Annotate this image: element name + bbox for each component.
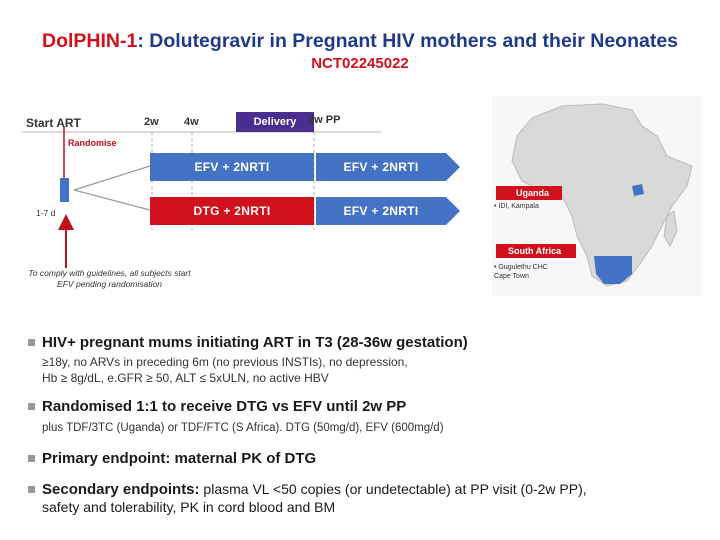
randomisation-note: To comply with guidelines, all subjects … bbox=[28, 268, 191, 289]
uganda-highlight bbox=[632, 184, 644, 196]
arm2-pre-delivery: DTG + 2NRTI bbox=[150, 197, 314, 225]
time-4w-label: 4w bbox=[184, 116, 199, 128]
africa-map: Uganda • IDI, Kampala South Africa • Gug… bbox=[492, 96, 702, 296]
uganda-site-text: IDI, Kampala bbox=[498, 203, 539, 210]
title-acronym: DolPHIN-1 bbox=[41, 30, 138, 52]
start-art-label: Start ART bbox=[26, 116, 81, 130]
bullet-secondary-head: Secondary endpoints: bbox=[42, 481, 200, 498]
sa-site1: Gugulethu CHC bbox=[498, 264, 548, 271]
diagram-lines bbox=[22, 126, 382, 268]
arm-efv: EFV + 2NRTI EFV + 2NRTI bbox=[150, 153, 460, 181]
branch-down bbox=[73, 189, 151, 211]
days-label: 1-7 d bbox=[36, 208, 56, 218]
delivery-box: Delivery bbox=[236, 112, 314, 132]
title-rest: Dolutegravir in Pregnant HIV mothers and… bbox=[143, 30, 679, 52]
bullet-primary-head: Primary endpoint: maternal PK of DTG bbox=[42, 450, 317, 467]
bullet-square bbox=[28, 486, 35, 493]
slide-title: DolPHIN-1: Dolutegravir in Pregnant HIV … bbox=[0, 30, 720, 53]
branch-up bbox=[73, 165, 151, 191]
bullet-square bbox=[28, 403, 35, 410]
bullet-square bbox=[28, 339, 35, 346]
bullet-primary-endpoint: Primary endpoint: maternal PK of DTG bbox=[28, 450, 316, 467]
south-africa-highlight bbox=[594, 256, 632, 284]
bullet-square bbox=[28, 455, 35, 462]
arm2-post-delivery: EFV + 2NRTI bbox=[316, 197, 446, 225]
bullet-secondary-line2: safety and tolerability, PK in cord bloo… bbox=[42, 499, 336, 515]
bullet-population-line2: Hb ≥ 8g/dL, e.GFR ≥ 50, ALT ≤ 5xULN, no … bbox=[42, 371, 329, 385]
arm-dtg: DTG + 2NRTI EFV + 2NRTI bbox=[150, 197, 460, 225]
bullet-randomisation-head: Randomised 1:1 to receive DTG vs EFV unt… bbox=[42, 398, 407, 415]
south-africa-label: South Africa bbox=[496, 244, 576, 258]
trial-id: NCT02245022 bbox=[311, 55, 409, 72]
bullet-population: HIV+ pregnant mums initiating ART in T3 … bbox=[28, 334, 468, 386]
bullet-randomisation-line1: plus TDF/3TC (Uganda) or TDF/FTC (S Afri… bbox=[42, 422, 444, 434]
arm1-pre-delivery: EFV + 2NRTI bbox=[150, 153, 314, 181]
arm2-arrow-head bbox=[446, 197, 460, 225]
study-design-diagram: Start ART Randomise 1-7 d 2w 4w Delivery… bbox=[22, 100, 502, 300]
title-colon: : bbox=[137, 30, 144, 52]
bullet-randomisation: Randomised 1:1 to receive DTG vs EFV unt… bbox=[28, 398, 444, 436]
sa-site2: Cape Town bbox=[494, 273, 529, 280]
arm1-arrow-head bbox=[446, 153, 460, 181]
start-efv-bar bbox=[60, 178, 69, 202]
uganda-label: Uganda bbox=[496, 186, 562, 200]
randomise-label: Randomise bbox=[68, 138, 117, 148]
bullet-population-head: HIV+ pregnant mums initiating ART in T3 … bbox=[42, 334, 468, 351]
uganda-site: • IDI, Kampala bbox=[494, 203, 539, 210]
time-2w-label: 2w bbox=[144, 116, 159, 128]
bullet-population-line1: ≥18y, no ARVs in preceding 6m (no previo… bbox=[42, 355, 408, 369]
arm1-post-delivery: EFV + 2NRTI bbox=[316, 153, 446, 181]
time-2wpp-label: 2w PP bbox=[308, 114, 341, 126]
africa-map-shape bbox=[492, 96, 702, 296]
sa-sites: • Gugulethu CHC Cape Town bbox=[494, 264, 548, 280]
madagascar bbox=[663, 210, 678, 248]
bullet-secondary-rest: plasma VL <50 copies (or undetectable) a… bbox=[199, 481, 587, 497]
bullet-secondary-endpoints: Secondary endpoints: plasma VL <50 copie… bbox=[28, 481, 587, 515]
